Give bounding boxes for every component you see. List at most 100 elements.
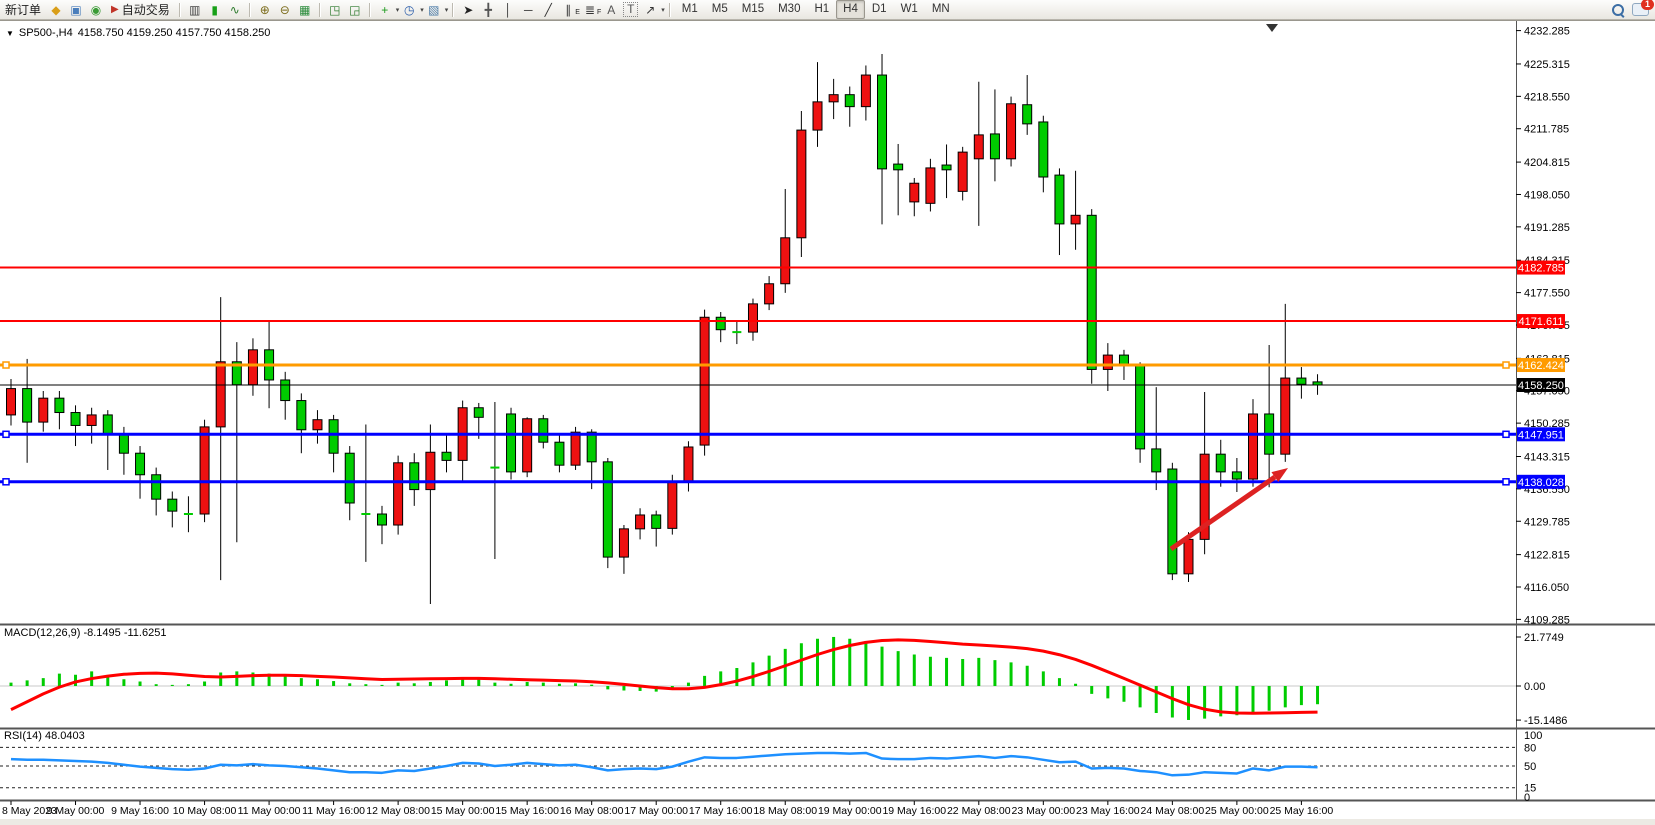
candle	[22, 388, 33, 423]
line-chart-icon[interactable]: ∿	[229, 2, 240, 17]
time-tick-label: 25 May 00:00	[1205, 805, 1269, 817]
trendline-icon[interactable]: ╱	[544, 2, 552, 17]
text-icon[interactable]: A	[607, 2, 616, 17]
macd-tick-label: 0.00	[1524, 681, 1545, 693]
fibonacci-icon-sub: F	[596, 9, 602, 16]
candle	[522, 418, 533, 473]
candle	[296, 400, 307, 431]
candlestick-icon[interactable]: ▮	[211, 2, 219, 17]
chat-icon[interactable]: 1	[1632, 0, 1654, 16]
price-badge	[1517, 260, 1565, 275]
tile-windows-icon[interactable]: ▦	[299, 2, 311, 17]
arrows-tool-icon-dropdown[interactable]: ▾	[661, 6, 665, 14]
time-tick-label: 19 May 16:00	[882, 805, 946, 817]
candle	[828, 94, 839, 103]
timeframe-button-m15[interactable]: M15	[741, 3, 765, 15]
horizontal-line-icon[interactable]: ─	[524, 2, 533, 17]
price-badge-label: 4147.951	[1518, 429, 1564, 441]
timeframe-button-m30[interactable]: M30	[778, 3, 801, 15]
auto-trading-button[interactable]: ▶ 自动交易	[106, 1, 175, 18]
chart-canvas[interactable]: 4232.285 4225.315 4218.550 4211.785 4204.815…	[0, 21, 1655, 820]
timeframe-button-mn[interactable]: MN	[931, 3, 950, 15]
candle	[1248, 413, 1259, 480]
chart-background	[0, 21, 1655, 820]
toolbar-separator	[452, 2, 455, 17]
zoom-in-icon[interactable]: ⊕	[259, 2, 270, 17]
cursor-icon[interactable]: ➤	[463, 2, 474, 17]
period-clock-icon[interactable]: ◷	[404, 2, 415, 17]
candle	[877, 74, 888, 170]
timeframe-button-m1[interactable]: M1	[681, 3, 698, 15]
candle	[409, 462, 420, 491]
toolbar-separator	[178, 2, 181, 17]
line-handle[interactable]	[1502, 478, 1510, 486]
bar-chart-icon[interactable]: ▥	[189, 2, 201, 17]
crosshair-icon[interactable]: ╋	[484, 2, 492, 17]
time-tick-label: 25 May 16:00	[1270, 805, 1334, 817]
candle	[328, 419, 339, 454]
toolbar-tools-group: ▥ ▮ ∿ ⊕ ⊖ ▦ ◳ ◲ + ▾ ◷ ▾ ▧ ▾ ➤ ╋ │ ─ ╱ ∥ E ≣ F A T ↗ ▾	[175, 2, 675, 18]
terminal-icon[interactable]: ▣	[70, 2, 82, 17]
price-badge	[1517, 427, 1565, 442]
fibonacci-icon[interactable]: ≣	[584, 2, 595, 17]
line-handle[interactable]	[2, 361, 10, 369]
time-tick-label: 17 May 00:00	[624, 805, 688, 817]
price-tick-label: 4211.785	[1524, 124, 1569, 136]
candle	[844, 94, 855, 108]
vertical-line-icon[interactable]: │	[504, 2, 513, 17]
add-indicator-icon-dropdown[interactable]: ▾	[395, 6, 400, 14]
equidistant-channel-icon[interactable]: ∥	[565, 2, 572, 17]
time-tick-label: 23 May 16:00	[1076, 805, 1140, 817]
candle	[6, 388, 16, 416]
one-click-trading-arrow[interactable]: ▼	[6, 28, 14, 38]
candle	[957, 151, 968, 192]
candle	[1070, 214, 1081, 225]
auto-scroll-icon[interactable]: ◳	[329, 2, 341, 17]
rsi-indicator-label: RSI(14) 48.0403	[4, 730, 85, 742]
timeframe-button-w1[interactable]: W1	[900, 3, 918, 15]
trend-arrow-line[interactable]	[1169, 475, 1277, 552]
template-icon[interactable]: ▧	[428, 2, 440, 17]
candle	[506, 413, 517, 473]
price-badge-label: 4162.424	[1518, 360, 1564, 372]
line-handle[interactable]	[2, 430, 10, 439]
chart-shift-icon[interactable]: ◲	[349, 2, 361, 17]
candle	[344, 452, 355, 504]
candle	[618, 528, 629, 558]
candle	[989, 133, 1000, 160]
price-tick-label: 4218.550	[1524, 91, 1570, 103]
time-tick-label: 11 May 16:00	[302, 805, 365, 817]
price-tick-label: 4191.285	[1524, 222, 1570, 234]
candle	[651, 514, 662, 529]
rsi-tick-label: 0	[1524, 792, 1530, 804]
zoom-out-icon[interactable]: ⊖	[279, 2, 290, 17]
candle	[215, 361, 226, 428]
arrows-tool-icon[interactable]: ↗	[645, 2, 656, 17]
rsi-tick-label: 100	[1524, 730, 1542, 742]
signals-icon[interactable]: ◉	[90, 2, 102, 17]
new-order-button[interactable]: 新订单	[0, 1, 46, 18]
search-icon[interactable]	[1612, 3, 1625, 18]
template-icon-dropdown[interactable]: ▾	[444, 6, 449, 14]
timeframe-button-m5[interactable]: M5	[711, 3, 728, 15]
trend-arrow-head[interactable]	[1271, 468, 1288, 483]
price-badge	[1517, 378, 1565, 392]
timeframe-button-d1[interactable]: D1	[871, 3, 887, 15]
period-clock-icon-dropdown[interactable]: ▾	[420, 6, 424, 14]
chart-shift-marker[interactable]	[1266, 24, 1278, 32]
timeframe-button-h4[interactable]: H4	[836, 0, 865, 19]
text-label-icon[interactable]: T	[623, 2, 639, 17]
line-handle[interactable]	[1502, 361, 1510, 369]
candle	[796, 129, 807, 239]
line-handle[interactable]	[2, 478, 10, 486]
line-handle[interactable]	[1502, 430, 1510, 439]
price-tick-label: 4129.785	[1524, 516, 1570, 528]
candle	[280, 379, 291, 402]
candle	[135, 452, 146, 476]
time-tick-label: 11 May 00:00	[238, 805, 301, 817]
add-indicator-icon[interactable]: +	[381, 2, 389, 17]
candle	[1199, 453, 1210, 540]
alert-icon[interactable]: ◆	[51, 2, 61, 17]
timeframe-button-h1[interactable]: H1	[814, 3, 830, 15]
main-toolbar: 新订单 ◆ ▣ ◉ ▶ 自动交易 ▥ ▮ ∿ ⊕ ⊖ ▦ ◳ ◲ + ▾ ◷ ▾ ▧ ▾ ➤ ╋ │ ─ ╱ ∥ E ≣ F A T ↗ ▾ …	[0, 0, 1655, 20]
